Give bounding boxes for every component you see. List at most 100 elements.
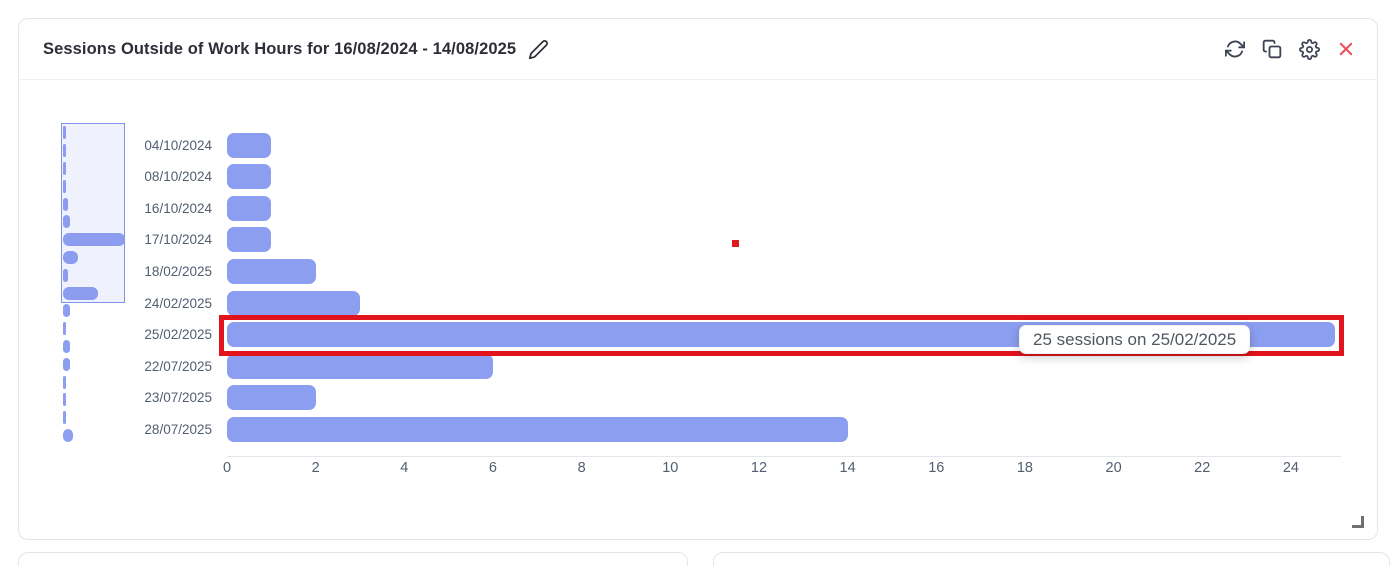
- y-axis-label: 04/10/2024: [144, 137, 212, 153]
- gear-icon: [1299, 38, 1320, 60]
- x-axis-tick-label: 0: [222, 460, 232, 476]
- refresh-icon: [1225, 39, 1245, 59]
- minimap-row: [63, 427, 125, 445]
- minimap-bar: [63, 339, 71, 353]
- minimap-bar: [63, 250, 78, 264]
- y-axis-label: 08/10/2024: [144, 169, 212, 185]
- minimap-bar: [63, 322, 66, 336]
- y-axis-label: 16/10/2024: [144, 200, 212, 216]
- minimap-bar: [63, 375, 66, 389]
- minimap-row: [63, 177, 125, 195]
- minimap-row: [63, 355, 125, 373]
- minimap-row: [63, 266, 125, 284]
- minimap-bar: [63, 411, 66, 425]
- minimap-selection-brush[interactable]: [61, 123, 125, 303]
- y-axis-label: 23/07/2025: [144, 390, 212, 406]
- minimap-row: [63, 249, 125, 267]
- widget-title: Sessions Outside of Work Hours for 16/08…: [43, 39, 517, 58]
- minimap-bar: [63, 161, 66, 175]
- bar-chart-plot-area: 04/10/2024 08/10/2024 16/10/2024 17/10/2024…: [19, 79, 1377, 539]
- close-icon: [1337, 40, 1355, 58]
- minimap-bar: [63, 144, 66, 158]
- minimap-bar: [63, 215, 71, 229]
- bar[interactable]: [227, 353, 493, 379]
- bar[interactable]: [227, 385, 316, 411]
- minimap-row: [63, 195, 125, 213]
- y-axis-label: 22/07/2025: [144, 358, 212, 374]
- edit-title-button[interactable]: [526, 37, 551, 62]
- y-axis-label: 18/02/2025: [144, 263, 212, 279]
- minimap-row: [63, 320, 125, 338]
- chart-row: 08/10/2024: [19, 161, 1377, 193]
- bar[interactable]: [227, 258, 316, 284]
- partial-card-bottom-right: [713, 552, 1390, 566]
- minimap-bar: [63, 286, 98, 300]
- y-axis-label: 17/10/2024: [144, 232, 212, 248]
- bar[interactable]: [227, 132, 272, 158]
- y-axis-label: 24/02/2025: [144, 295, 212, 311]
- refresh-button[interactable]: [1223, 37, 1247, 61]
- minimap-bar: [63, 126, 66, 140]
- minimap-row: [63, 284, 125, 302]
- minimap-row: [63, 213, 125, 231]
- pencil-icon: [528, 39, 549, 60]
- settings-button[interactable]: [1297, 37, 1322, 62]
- minimap-row: [63, 231, 125, 249]
- minimap-row: [63, 124, 125, 142]
- x-axis-tick-label: 8: [577, 460, 586, 476]
- bar[interactable]: [227, 417, 848, 443]
- minimap-bar: [63, 233, 125, 247]
- tooltip: 25 sessions on 25/02/2025: [1019, 325, 1251, 354]
- cursor-marker: [732, 240, 739, 247]
- x-axis-tick-label: 2: [311, 460, 320, 476]
- minimap-row: [63, 160, 125, 178]
- minimap-row: [63, 142, 125, 160]
- x-axis-tick-label: 18: [1016, 460, 1034, 476]
- minimap-bar: [63, 304, 71, 318]
- minimap-row: [63, 338, 125, 356]
- chart-row: 24/02/2025: [19, 287, 1377, 319]
- x-axis-tick-label: 6: [488, 460, 498, 476]
- minimap-bar: [63, 393, 66, 407]
- chart-overview-minimap: [61, 123, 125, 445]
- y-axis-label: 28/07/2025: [144, 422, 212, 438]
- minimap-bar: [63, 179, 66, 193]
- widget-header: Sessions Outside of Work Hours for 16/08…: [19, 19, 1377, 80]
- bar[interactable]: [227, 227, 272, 253]
- resize-handle[interactable]: [1352, 516, 1364, 528]
- minimap-bar: [63, 197, 68, 211]
- minimap-row: [63, 391, 125, 409]
- copy-button[interactable]: [1260, 37, 1284, 61]
- chart-row: 16/10/2024: [19, 192, 1377, 224]
- x-axis-line: [227, 456, 1341, 457]
- highlight-box: [219, 315, 1344, 356]
- bar[interactable]: [227, 195, 272, 221]
- x-axis-tick-label: 14: [839, 460, 856, 476]
- x-axis-tick-label: 4: [400, 460, 409, 476]
- chart-row: 18/02/2025: [19, 255, 1377, 287]
- minimap-row: [63, 409, 125, 427]
- x-axis-tick-label: 16: [928, 460, 945, 476]
- x-axis-tick-label: 24: [1282, 460, 1299, 476]
- x-axis-tick-label: 20: [1105, 460, 1122, 476]
- minimap-bar: [63, 357, 71, 371]
- chart-row: 04/10/2024: [19, 129, 1377, 161]
- widget-toolbar: [1223, 37, 1357, 62]
- chart-row: 28/07/2025: [19, 414, 1377, 446]
- copy-icon: [1262, 39, 1282, 59]
- bar[interactable]: [227, 290, 360, 316]
- partial-card-bottom-left: [18, 552, 688, 566]
- chart-row: 17/10/2024: [19, 224, 1377, 256]
- chart-row: 23/07/2025: [19, 382, 1377, 414]
- sessions-widget-card: Sessions Outside of Work Hours for 16/08…: [18, 18, 1378, 540]
- minimap-row: [63, 373, 125, 391]
- minimap-bar: [63, 428, 73, 442]
- x-axis-tick-label: 22: [1194, 460, 1211, 476]
- y-axis-label: 25/02/2025: [144, 327, 212, 343]
- x-axis-tick-label: 12: [750, 460, 768, 476]
- close-button[interactable]: [1335, 38, 1357, 60]
- x-axis-tick-label: 10: [662, 460, 679, 476]
- bar[interactable]: [227, 164, 272, 190]
- minimap-bar: [63, 268, 68, 282]
- minimap-row: [63, 302, 125, 320]
